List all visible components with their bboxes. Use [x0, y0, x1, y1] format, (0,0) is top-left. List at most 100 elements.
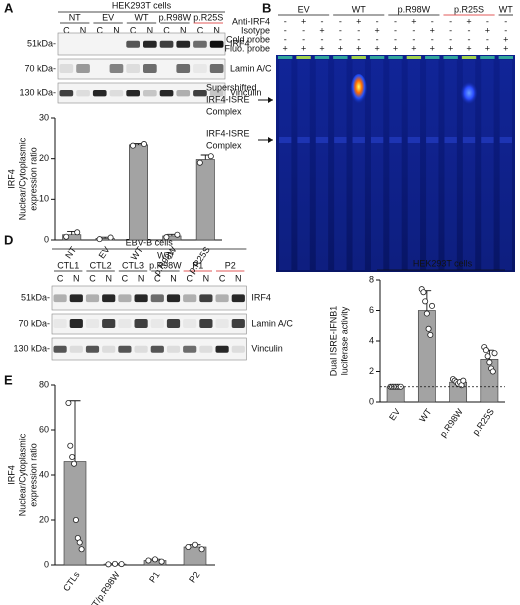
mw-marker: 130 kDa-: [19, 87, 56, 97]
mw-marker: 70 kDa-: [18, 318, 50, 328]
sign: -: [357, 34, 360, 44]
panel-label: E: [4, 372, 13, 387]
band: [183, 294, 197, 303]
data-point: [76, 539, 83, 546]
error-bar: [69, 400, 81, 462]
y-axis-label: expression ratio: [28, 443, 38, 507]
group-label: p.R98W: [398, 4, 431, 14]
group-label: WT: [499, 4, 513, 14]
panel-label: D: [4, 232, 13, 247]
sign: +: [503, 34, 508, 44]
band: [69, 345, 83, 353]
data-point: [71, 460, 78, 467]
band: [69, 294, 83, 303]
band: [199, 294, 213, 303]
band: [183, 319, 197, 328]
band: [102, 294, 116, 303]
data-point: [129, 142, 136, 149]
group-label: CTL2: [90, 260, 112, 270]
sign: +: [356, 43, 361, 53]
y-tick-label: 30: [39, 112, 49, 122]
sign: -: [431, 34, 434, 44]
band: [59, 90, 74, 97]
complex-label: Complex: [206, 106, 242, 116]
y-tick-label: 20: [39, 514, 49, 524]
x-tick-label: NT: [63, 244, 78, 260]
lane-label: C: [197, 25, 204, 35]
mw-marker: 51kDa-: [21, 292, 50, 302]
group-label: p.R25S: [454, 4, 484, 14]
well: [425, 56, 440, 59]
data-point: [112, 560, 119, 567]
y-axis-label: luciferase activity: [339, 306, 349, 375]
group-label: EV: [298, 4, 310, 14]
row-label: Anti-IRF4: [232, 16, 270, 26]
band: [134, 294, 148, 303]
band: [126, 40, 140, 48]
sign: +: [319, 43, 324, 53]
y-axis-label: Nuclear/Cytoplasmic: [17, 137, 27, 220]
y-tick-label: 0: [44, 234, 49, 244]
band: [176, 40, 191, 48]
free-band: [334, 137, 347, 143]
y-tick-label: 40: [39, 469, 49, 479]
lane-label: N: [170, 273, 177, 283]
group-label: WT: [352, 4, 366, 14]
band: [166, 294, 181, 303]
lane-label: N: [80, 25, 87, 35]
lane: [481, 60, 494, 270]
lane-label: N: [235, 273, 242, 283]
lane-label: N: [213, 25, 220, 35]
group-label: CTL1: [57, 260, 79, 270]
y-tick-label: 6: [369, 305, 374, 315]
lane: [407, 60, 421, 270]
lane: [499, 60, 512, 270]
panel-label: B: [262, 0, 271, 15]
lane: [444, 60, 457, 270]
lane-label: C: [89, 273, 96, 283]
well: [296, 56, 311, 59]
sign: +: [430, 43, 435, 53]
band: [209, 64, 224, 73]
band: [109, 64, 124, 73]
data-point: [63, 233, 70, 240]
band: [59, 64, 74, 73]
group-label: NT: [69, 12, 81, 22]
data-point: [118, 561, 125, 568]
data-point: [67, 442, 74, 449]
data-point: [158, 558, 165, 565]
sign: +: [466, 43, 471, 53]
sign: +: [374, 43, 379, 53]
x-tick-label: WT: [417, 406, 434, 424]
lane: [279, 60, 292, 270]
data-point: [482, 347, 489, 354]
well: [388, 56, 403, 59]
lane-label: C: [97, 25, 104, 35]
protein-label: IRF4: [251, 292, 271, 302]
well: [498, 56, 513, 59]
well: [443, 56, 458, 59]
band: [215, 319, 229, 328]
group-label: WT: [135, 12, 149, 22]
band: [102, 319, 116, 328]
lane-label: N: [113, 25, 120, 35]
lane-label: C: [163, 25, 170, 35]
data-point: [141, 141, 148, 148]
lane-label: C: [154, 273, 161, 283]
sign: -: [284, 16, 287, 26]
free-band: [462, 137, 476, 143]
data-point: [429, 302, 436, 309]
free-band: [389, 137, 402, 143]
sign: -: [394, 16, 397, 26]
lane-label: C: [57, 273, 64, 283]
blot-strip: [57, 82, 226, 104]
sign: -: [449, 34, 452, 44]
free-band: [315, 137, 329, 143]
lane: [389, 60, 402, 270]
blot-strip: [51, 313, 247, 335]
x-tick-label: EV: [387, 407, 402, 423]
free-band: [499, 137, 512, 143]
band: [69, 319, 83, 328]
blot-strip: [57, 32, 226, 56]
well: [480, 56, 495, 59]
